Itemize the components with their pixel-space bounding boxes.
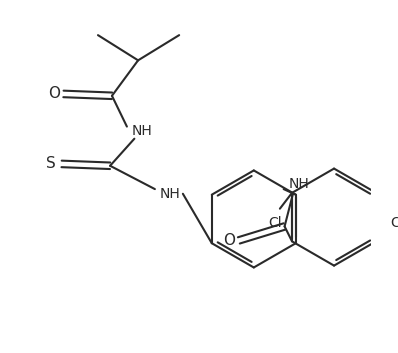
Text: O: O [224,233,236,248]
Text: NH: NH [131,124,152,138]
Text: O: O [48,86,60,101]
Text: NH: NH [160,187,180,201]
Text: S: S [47,156,56,172]
Text: Cl: Cl [268,216,282,230]
Text: Cl: Cl [390,216,398,230]
Text: NH: NH [288,178,309,191]
